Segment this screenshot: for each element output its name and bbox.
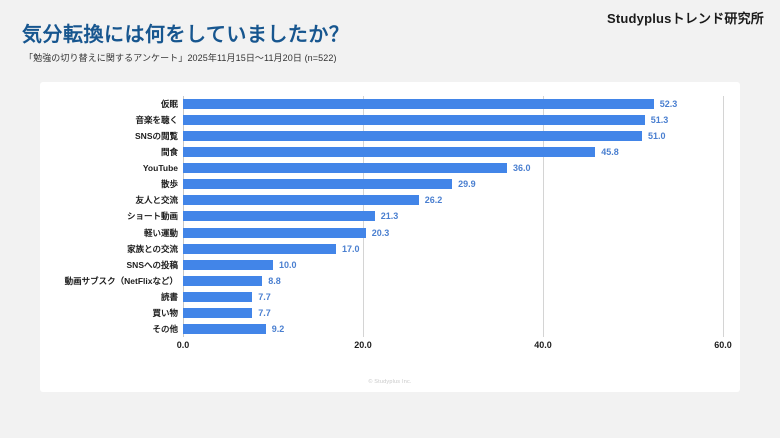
bar-value-label: 36.0 xyxy=(513,163,531,174)
category-label: YouTube xyxy=(142,163,178,174)
brand-label: Studyplusトレンド研究所 xyxy=(606,11,764,26)
bar-value-label: 26.2 xyxy=(424,195,443,206)
bar-container: 20.3 xyxy=(183,225,723,241)
bar[interactable] xyxy=(183,115,645,126)
bar-container: 51.0 xyxy=(183,128,723,144)
chart-bar-row: 動画サブスク（NetFlixなど） 8.8 xyxy=(40,273,740,289)
chart-bar-row: 友人と交流 26.2 xyxy=(40,192,740,208)
chart-bar-row: 散歩 29.9 xyxy=(40,176,740,192)
bar-container: 7.7 xyxy=(183,305,723,321)
chart-rows: 仮眠 52.3 音楽を聴く 51.3 SNSの閲覧 51.0 間食 45.8 YouTube 36… xyxy=(40,96,740,337)
bar-container: 29.9 xyxy=(183,176,723,192)
bar-container: 17.0 xyxy=(183,241,723,257)
gridline xyxy=(543,96,544,337)
bar-value-label: 7.7 xyxy=(258,307,271,318)
page-subtitle: 「勉強の切り替えに関するアンケート」2025年11月15日〜11月20日 (n=… xyxy=(24,53,337,63)
chart-card: 仮眠 52.3 音楽を聴く 51.3 SNSの閲覧 51.0 間食 45.8 YouTube 36… xyxy=(40,82,740,392)
bar-container: 8.8 xyxy=(183,273,723,289)
bar-container: 36.0 xyxy=(183,160,723,176)
category-label: 読書 xyxy=(160,291,178,302)
bar-value-label: 9.2 xyxy=(271,323,285,334)
bar-value-label: 51.3 xyxy=(650,115,669,126)
bar[interactable] xyxy=(183,323,266,334)
category-label: 間食 xyxy=(160,147,178,158)
bar[interactable] xyxy=(183,99,654,110)
bar-value-label: 51.0 xyxy=(648,131,666,142)
category-label: ショート動画 xyxy=(126,211,178,222)
category-label: 散歩 xyxy=(160,179,178,190)
bar-container: 9.2 xyxy=(183,321,723,337)
gridline xyxy=(723,96,724,337)
category-label: 家族との交流 xyxy=(127,243,178,254)
bar[interactable] xyxy=(183,131,642,142)
bar-value-label: 10.0 xyxy=(279,259,297,270)
x-axis-ticks: 0.0 20.0 40.0 60.0 xyxy=(177,340,732,358)
bar[interactable] xyxy=(183,259,273,270)
bar-container: 52.3 xyxy=(183,96,723,112)
category-label: SNSへの投稿 xyxy=(126,259,178,270)
chart-bar-row: SNSへの投稿 10.0 xyxy=(40,257,740,273)
chart-bar-row: 家族との交流 17.0 xyxy=(40,241,740,257)
bar[interactable] xyxy=(183,307,253,318)
bar[interactable] xyxy=(183,163,507,174)
bar[interactable] xyxy=(183,291,253,302)
bar-container: 7.7 xyxy=(183,289,723,305)
category-label: 仮眠 xyxy=(160,99,178,110)
chart-bar-row: 音楽を聴く 51.3 xyxy=(40,112,740,128)
x-tick-label: 20.0 xyxy=(354,340,372,350)
category-label: 軽い運動 xyxy=(143,227,178,238)
category-label: 友人と交流 xyxy=(135,195,178,206)
chart-bar-row: YouTube 36.0 xyxy=(40,160,740,176)
category-label: SNSの閲覧 xyxy=(135,131,178,142)
x-tick-label: 40.0 xyxy=(534,340,552,350)
bar-value-label: 52.3 xyxy=(659,99,678,110)
chart-bar-row: 間食 45.8 xyxy=(40,144,740,160)
bar-container: 21.3 xyxy=(183,208,723,224)
page-title: 気分転換には何をしていましたか？ xyxy=(22,24,350,46)
category-label: その他 xyxy=(152,323,178,334)
bar[interactable] xyxy=(183,211,375,222)
chart-bar-row: その他 9.2 xyxy=(40,321,740,337)
bar[interactable] xyxy=(183,243,336,254)
bar[interactable] xyxy=(183,195,419,206)
bar[interactable] xyxy=(183,275,263,286)
category-label: 動画サブスク（NetFlixなど） xyxy=(64,275,178,286)
chart-bar-row: 買い物 7.7 xyxy=(40,305,740,321)
bar-value-label: 8.8 xyxy=(268,275,281,286)
copyright-label: © Studyplus Inc. xyxy=(368,379,412,385)
chart-bar-row: 軽い運動 20.3 xyxy=(40,225,740,241)
bar-value-label: 17.0 xyxy=(342,243,360,254)
bar-value-label: 29.9 xyxy=(458,179,476,190)
bar-value-label: 45.8 xyxy=(601,147,619,158)
bar-value-label: 20.3 xyxy=(371,227,390,238)
category-label: 買い物 xyxy=(152,307,178,318)
chart-bar-row: ショート動画 21.3 xyxy=(40,208,740,224)
bar[interactable] xyxy=(183,179,453,190)
bar[interactable] xyxy=(183,147,596,158)
bar-container: 45.8 xyxy=(183,144,723,160)
bar-value-label: 21.3 xyxy=(380,211,399,222)
bar-value-label: 7.7 xyxy=(258,291,271,302)
chart-bar-row: 読書 7.7 xyxy=(40,289,740,305)
bar-container: 10.0 xyxy=(183,257,723,273)
bar-container: 51.3 xyxy=(183,112,723,128)
chart-bar-row: SNSの閲覧 51.0 xyxy=(40,128,740,144)
chart-bar-row: 仮眠 52.3 xyxy=(40,96,740,112)
category-label: 音楽を聴く xyxy=(135,115,178,126)
bar[interactable] xyxy=(183,227,366,238)
bar-chart: 仮眠 52.3 音楽を聴く 51.3 SNSの閲覧 51.0 間食 45.8 YouTube 36… xyxy=(40,82,740,392)
x-tick-label: 0.0 xyxy=(176,340,190,350)
bar-container: 26.2 xyxy=(183,192,723,208)
x-tick-label: 60.0 xyxy=(714,340,732,350)
